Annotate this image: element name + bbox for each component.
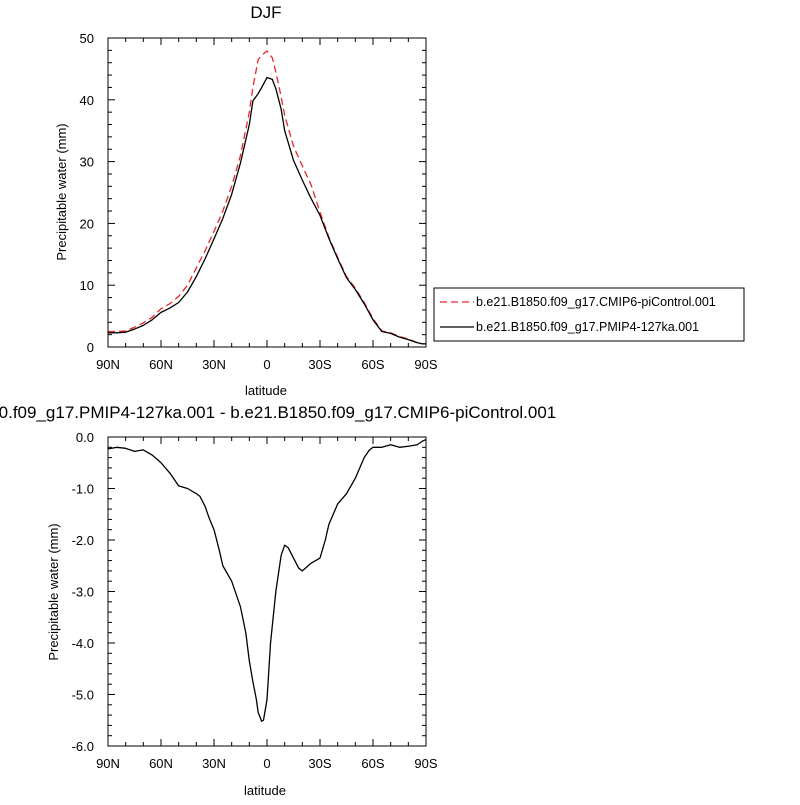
y-axis-label: Precipitable water (mm) xyxy=(54,123,69,260)
x-tick-label: 90S xyxy=(414,756,437,771)
legend-label: b.e21.B1850.f09_g17.CMIP6-piControl.001 xyxy=(476,295,716,309)
y-axis-label: Precipitable water (mm) xyxy=(46,523,61,660)
chart-title: 850.f09_g17.PMIP4-127ka.001 - b.e21.B185… xyxy=(0,403,556,422)
y-tick-label: 0 xyxy=(87,340,94,355)
y-tick-label: -1.0 xyxy=(72,482,94,497)
y-tick-label: -4.0 xyxy=(72,636,94,651)
chart-title: DJF xyxy=(250,3,281,22)
legend: b.e21.B1850.f09_g17.CMIP6-piControl.001 … xyxy=(433,287,745,342)
y-tick-label: 40 xyxy=(80,93,94,108)
y-tick-label: -2.0 xyxy=(72,533,94,548)
legend-box xyxy=(433,287,745,342)
x-tick-label: 30S xyxy=(308,357,331,372)
x-tick-label: 90N xyxy=(96,357,120,372)
y-tick-label: -6.0 xyxy=(72,739,94,754)
chart-panel-top: DJF 90N 60N 30N 0 30S 60S 90S 0 10 20 30 40 50 latit… xyxy=(54,3,745,398)
x-tick-label: 60N xyxy=(149,756,173,771)
x-tick-label: 30N xyxy=(202,357,226,372)
x-tick-label: 0 xyxy=(263,357,270,372)
y-tick-label: -5.0 xyxy=(72,688,94,703)
series-line-0 xyxy=(108,50,426,345)
x-tick-label: 30S xyxy=(308,756,331,771)
chart-panel-bottom: 850.f09_g17.PMIP4-127ka.001 - b.e21.B185… xyxy=(0,403,556,798)
x-axis-label: latitude xyxy=(244,783,286,798)
y-tick-label: 30 xyxy=(80,155,94,170)
x-tick-label: 0 xyxy=(263,756,270,771)
y-tick-label: 0.0 xyxy=(76,430,94,445)
y-tick-label: 10 xyxy=(80,278,94,293)
y-tick-label: 50 xyxy=(80,31,94,46)
x-tick-label: 30N xyxy=(202,756,226,771)
legend-label: b.e21.B1850.f09_g17.PMIP4-127ka.001 xyxy=(476,320,699,334)
x-tick-label: 60N xyxy=(149,357,173,372)
y-tick-label: 20 xyxy=(80,216,94,231)
x-axis-label: latitude xyxy=(245,383,287,398)
x-tick-label: 60S xyxy=(361,756,384,771)
x-tick-label: 90N xyxy=(96,756,120,771)
x-tick-label: 90S xyxy=(414,357,437,372)
series-line-1 xyxy=(108,76,426,345)
x-tick-label: 60S xyxy=(361,357,384,372)
plot-frame xyxy=(107,37,427,348)
plot-frame xyxy=(107,436,427,747)
series-line-0 xyxy=(107,438,427,722)
y-tick-label: -3.0 xyxy=(72,585,94,600)
